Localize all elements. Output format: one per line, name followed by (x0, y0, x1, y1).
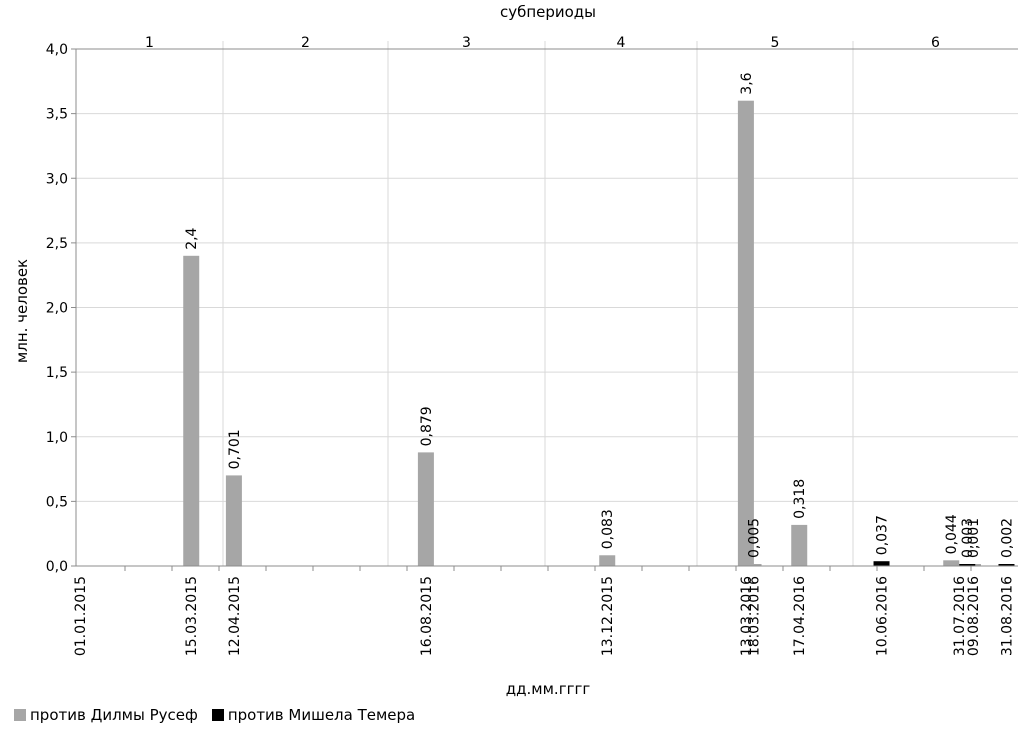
x-date-label: 18.03.2016 (747, 576, 763, 656)
data-label: 0,879 (419, 406, 435, 446)
bar (183, 255, 200, 567)
gridlines (76, 48, 1018, 502)
x-date-label: 10.06.2016 (875, 576, 891, 656)
x-date-label: 15.03.2015 (184, 576, 200, 656)
data-label: 0,005 (747, 518, 763, 558)
data-label: 3,6 (739, 72, 755, 94)
data-label: 0,083 (600, 509, 616, 549)
data-label: 0,318 (792, 479, 808, 519)
x-date-label: 31.08.2016 (999, 576, 1015, 656)
tick-labels: 0,0 0,5 1,0 1,5 2,0 2,5 3,0 3,5 4,0 1 2 3 4 5 6 01.01.2… (46, 35, 1016, 656)
y-tick-label: 3,5 (46, 107, 68, 123)
legend-swatch-series-1 (14, 709, 26, 721)
data-label: 0,003 (960, 518, 976, 558)
y-tick-label: 2,5 (46, 236, 68, 252)
bars (183, 100, 1015, 567)
y-tick-label: 0,5 (46, 494, 68, 510)
x-date-label: 09.08.2016 (966, 576, 982, 656)
legend-swatch-series-2 (211, 709, 224, 721)
axes (71, 48, 1018, 571)
bar (791, 524, 808, 566)
subperiod-label: 1 (145, 35, 154, 51)
x-axis-title: дд.мм.гггг (506, 680, 591, 698)
x-date-label: 12.04.2015 (227, 576, 243, 656)
legend: против Дилмы Русеф против Мишела Темера (14, 706, 415, 724)
bar (599, 555, 616, 566)
subperiod-label: 5 (771, 35, 780, 51)
bar (943, 560, 960, 566)
x-date-label: 16.08.2015 (419, 576, 435, 656)
x-date-label: 13.12.2015 (600, 576, 616, 656)
y-tick-label: 1,0 (46, 430, 68, 446)
data-label: 0,701 (227, 429, 243, 469)
data-label: 2,4 (184, 227, 200, 249)
bar (737, 100, 754, 566)
y-axis-title: млн. человек (13, 259, 31, 363)
top-axis-title: субпериоды (500, 3, 596, 21)
data-label: 0,002 (999, 518, 1015, 558)
bar (959, 564, 976, 566)
subperiod-label: 3 (462, 35, 471, 51)
y-tick-label: 4,0 (46, 42, 68, 58)
x-date-label: 01.01.2015 (73, 576, 89, 656)
legend-item-series-2: против Мишела Темера (211, 706, 416, 724)
bar (873, 561, 890, 566)
bar (998, 564, 1015, 566)
legend-label-series-2: против Мишела Темера (227, 706, 416, 724)
bar (745, 564, 762, 566)
bar (225, 475, 242, 566)
y-tick-label: 1,5 (46, 365, 68, 381)
data-label: 0,001 (966, 518, 982, 558)
subperiod-label: 2 (301, 35, 310, 51)
subperiod-label: 6 (931, 35, 940, 51)
bar (417, 452, 434, 566)
legend-label-series-1: против Дилмы Русеф (30, 706, 198, 724)
y-tick-label: 2,0 (46, 301, 68, 317)
legend-item-series-1: против Дилмы Русеф (14, 706, 198, 724)
x-date-label: 31.07.2016 (952, 576, 968, 656)
x-date-label: 13.03.2016 (739, 576, 755, 656)
data-label: 0,037 (875, 515, 891, 555)
x-date-label: 17.04.2016 (792, 576, 808, 656)
y-tick-label: 3,0 (46, 171, 68, 187)
y-tick-label: 0,0 (46, 559, 68, 575)
data-label: 0,044 (944, 514, 960, 554)
subperiod-label: 4 (617, 35, 626, 51)
subperiod-dividers (222, 41, 854, 566)
